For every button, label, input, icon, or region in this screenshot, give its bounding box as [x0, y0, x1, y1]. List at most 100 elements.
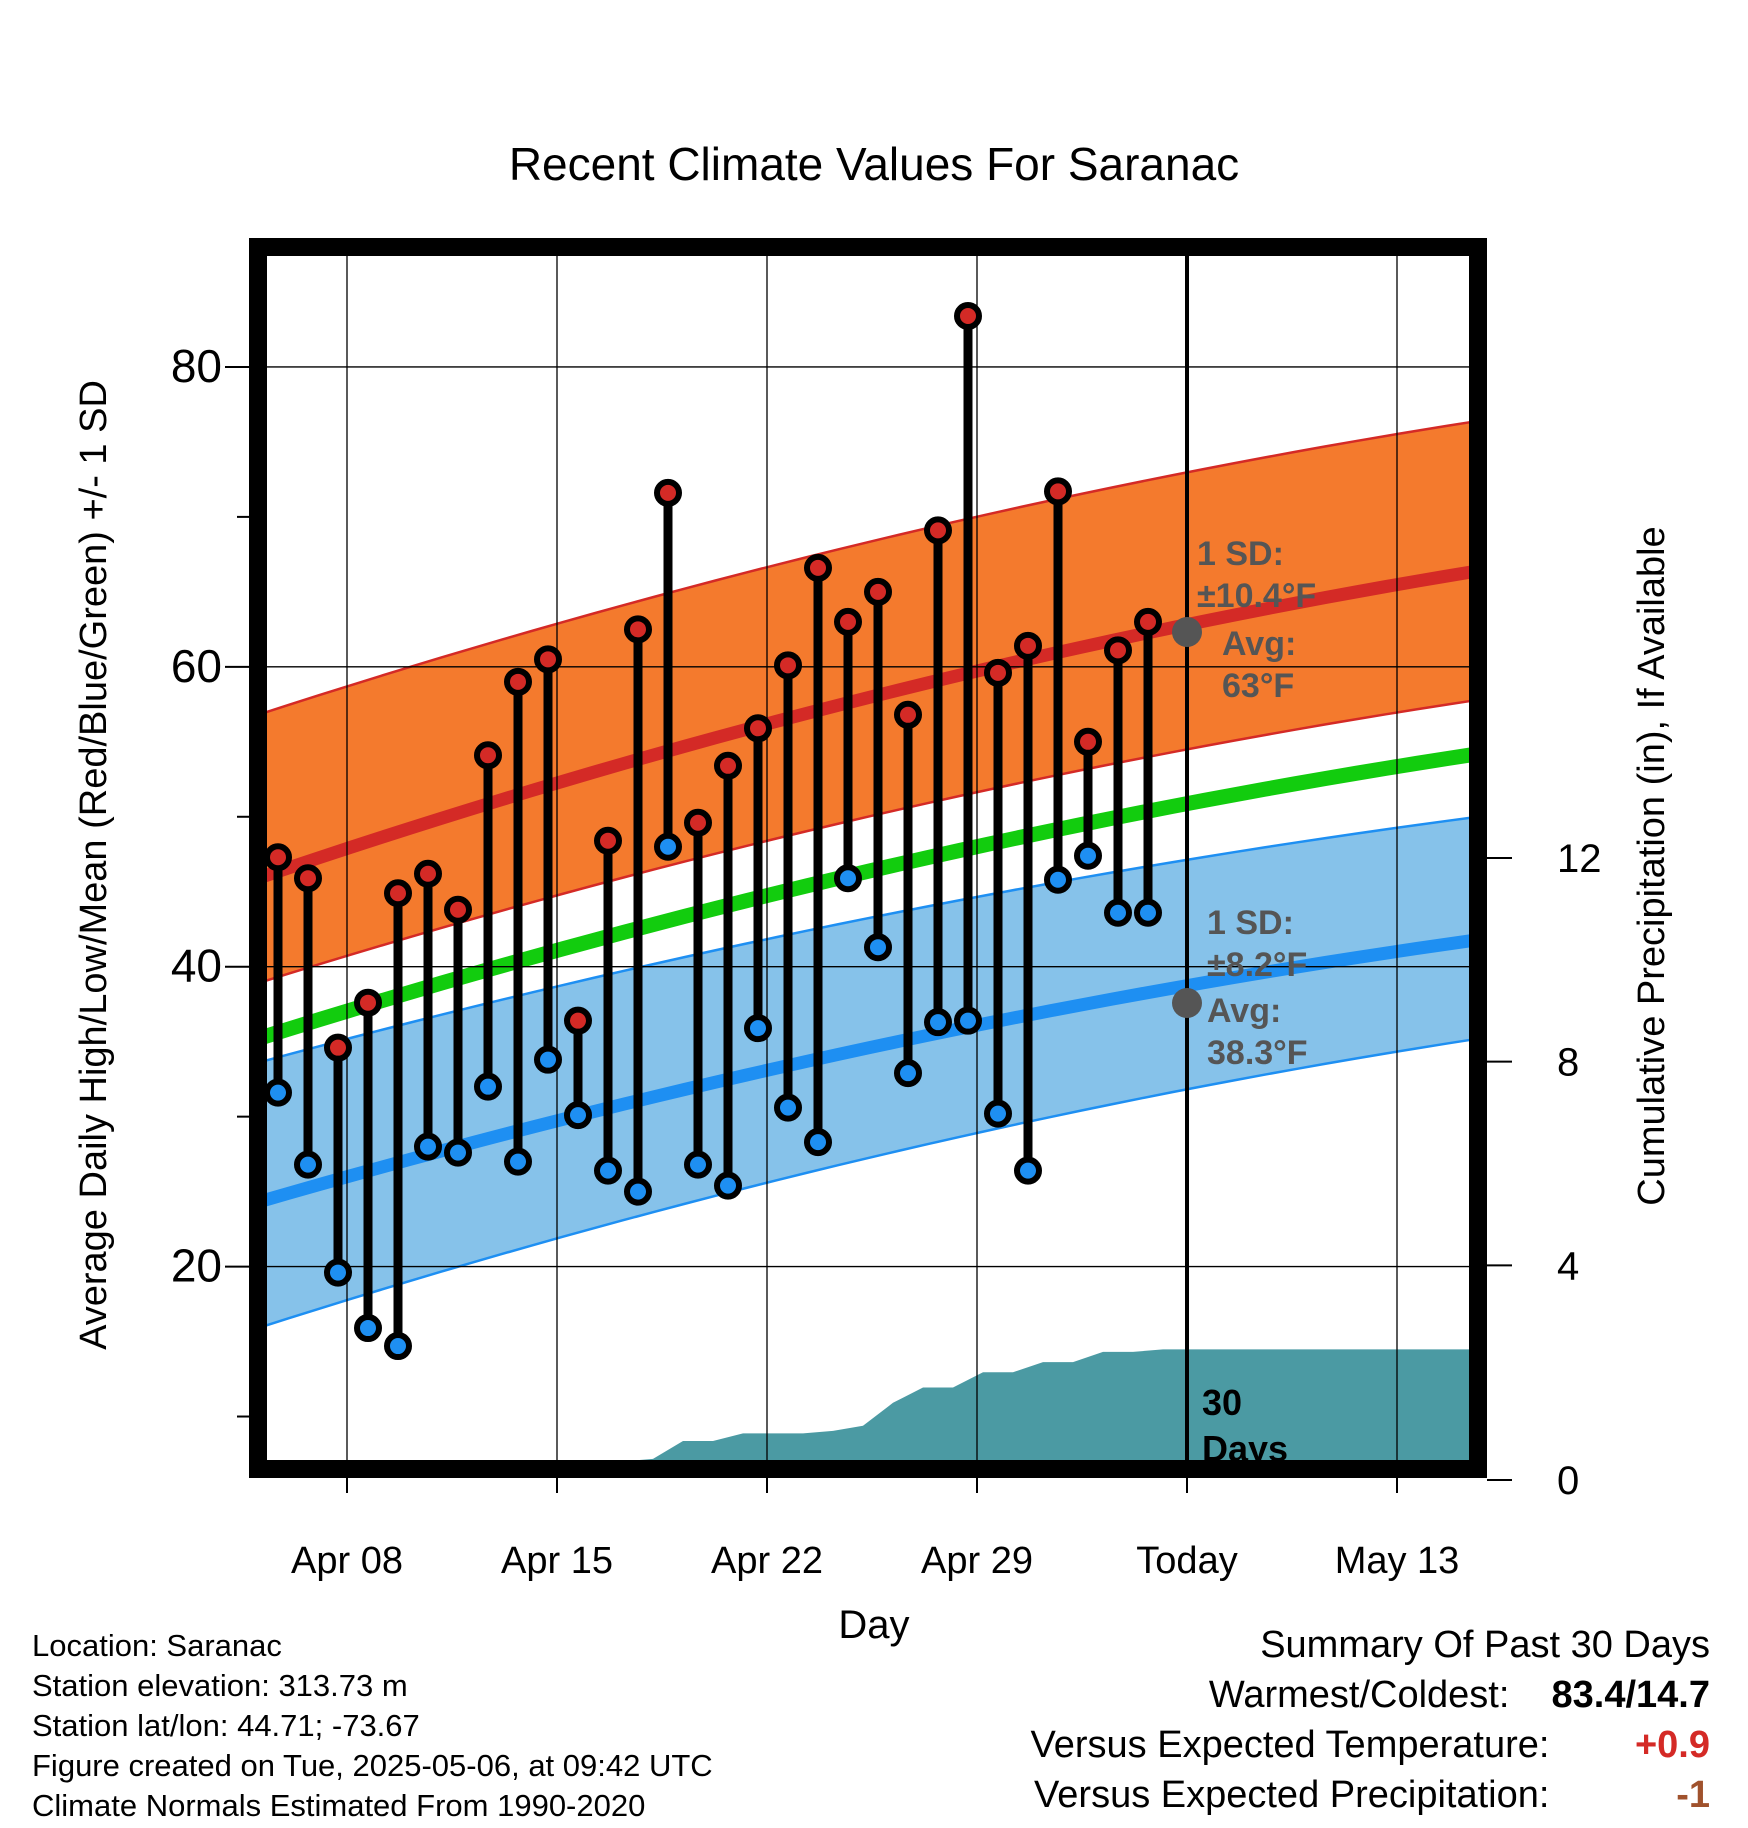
low-point — [1044, 865, 1072, 894]
low-point — [1014, 1156, 1042, 1185]
low-point — [684, 1150, 712, 1179]
y-tick-label: 80 — [171, 340, 222, 392]
low-sd-band — [258, 816, 1478, 1329]
high-point — [684, 808, 712, 837]
period-label: 30 — [1202, 1382, 1242, 1423]
chart-title: Recent Climate Values For Saranac — [509, 138, 1239, 190]
low-sd-lower-line — [257, 1037, 1479, 1330]
high-point — [354, 988, 382, 1017]
info-elevation: Station elevation: 313.73 m — [32, 1668, 408, 1703]
high-avg-label: Avg: — [1222, 625, 1296, 663]
high-point — [894, 700, 922, 729]
warmest-coldest-label: Warmest/Coldest: — [1208, 1674, 1510, 1716]
y-tick-label: 40 — [171, 940, 222, 992]
high-point — [504, 667, 532, 696]
precip-label: Versus Expected Precipitation: — [1034, 1774, 1550, 1816]
high-point — [714, 751, 742, 780]
low-point — [594, 1156, 622, 1185]
low-point — [1104, 898, 1132, 927]
low-point — [564, 1101, 592, 1130]
high-point — [1134, 607, 1162, 636]
precip-area — [258, 1349, 1478, 1469]
high-point — [294, 864, 322, 893]
station-info: Location: Saranac Station elevation: 313… — [32, 1626, 713, 1826]
x-tick-label: Apr 15 — [501, 1540, 613, 1582]
x-tick-label: May 13 — [1335, 1540, 1460, 1582]
low-point — [774, 1093, 802, 1122]
info-normals: Climate Normals Estimated From 1990-2020 — [32, 1788, 646, 1823]
low-point — [654, 832, 682, 861]
low-point — [444, 1138, 472, 1167]
low-point — [1134, 898, 1162, 927]
high-point — [1104, 636, 1132, 665]
y-axis-right-label: Cumulative Precipitation (in), If Availa… — [1631, 526, 1673, 1205]
low-point — [384, 1332, 412, 1361]
high-normal-line — [255, 564, 1480, 885]
high-point — [744, 714, 772, 743]
low-point — [714, 1171, 742, 1200]
low-point — [294, 1150, 322, 1179]
info-latlon: Station lat/lon: 44.71; -73.67 — [32, 1708, 420, 1743]
high-avg-value: 63°F — [1222, 667, 1294, 705]
high-sd-value: ±10.4°F — [1197, 577, 1316, 615]
high-point — [384, 879, 412, 908]
summary-precip: Versus Expected Precipitation: -1 — [1031, 1770, 1710, 1820]
high-point — [564, 1006, 592, 1035]
low-point — [534, 1045, 562, 1074]
y-right-tick-label: 4 — [1557, 1244, 1579, 1288]
high-point — [594, 826, 622, 855]
y-right-tick-label: 8 — [1557, 1041, 1579, 1085]
high-sd-upper-line — [257, 419, 1479, 716]
low-point — [504, 1147, 532, 1176]
high-sd-label: 1 SD: — [1197, 535, 1284, 573]
info-created: Figure created on Tue, 2025-05-06, at 09… — [32, 1748, 713, 1783]
low-point — [894, 1059, 922, 1088]
y-axis-left-label: Average Daily High/Low/Mean (Red/Blue/Gr… — [73, 380, 115, 1350]
low-point — [414, 1132, 442, 1161]
y-right-tick-label: 12 — [1557, 837, 1602, 881]
low-sd-value: ±8.2°F — [1207, 946, 1307, 984]
low-point — [834, 864, 862, 893]
high-point — [924, 516, 952, 545]
warmest-coldest-value: 83.4/14.7 — [1551, 1674, 1710, 1716]
low-avg-marker — [1172, 988, 1202, 1018]
x-tick-label: Apr 08 — [291, 1540, 403, 1582]
plot-frame — [249, 238, 1487, 1478]
low-point — [804, 1128, 832, 1157]
low-point — [474, 1072, 502, 1101]
low-point — [924, 1008, 952, 1037]
x-tick-label: Apr 22 — [711, 1540, 823, 1582]
high-point — [654, 478, 682, 507]
summary-warmest-coldest: Warmest/Coldest: 83.4/14.7 — [1031, 1670, 1710, 1720]
low-point — [1074, 841, 1102, 870]
low-sd-label: 1 SD: — [1207, 904, 1294, 942]
low-point — [324, 1258, 352, 1287]
y-tick-label: 20 — [171, 1240, 222, 1292]
high-point — [804, 553, 832, 582]
temp-value: +0.9 — [1634, 1724, 1710, 1766]
high-point — [474, 741, 502, 770]
low-point — [264, 1078, 292, 1107]
y-tick-label: 60 — [171, 640, 222, 692]
info-location: Location: Saranac — [32, 1628, 282, 1663]
low-avg-label: Avg: — [1207, 992, 1281, 1030]
low-point — [984, 1099, 1012, 1128]
high-point — [414, 859, 442, 888]
x-tick-label: Apr 29 — [921, 1540, 1033, 1582]
low-point — [624, 1177, 652, 1206]
high-point — [1044, 477, 1072, 506]
summary-temp: Versus Expected Temperature: +0.9 — [1031, 1720, 1710, 1770]
high-point — [324, 1033, 352, 1062]
low-point — [744, 1014, 772, 1043]
high-point — [1074, 727, 1102, 756]
high-point — [954, 301, 982, 330]
high-point — [774, 651, 802, 680]
temp-label: Versus Expected Temperature: — [1030, 1724, 1550, 1766]
high-avg-marker — [1172, 617, 1202, 647]
x-tick-label: Today — [1136, 1540, 1237, 1582]
summary-panel: Summary Of Past 30 Days Warmest/Coldest:… — [1031, 1620, 1710, 1820]
high-point — [1014, 631, 1042, 660]
high-point — [984, 658, 1012, 687]
low-point — [954, 1006, 982, 1035]
